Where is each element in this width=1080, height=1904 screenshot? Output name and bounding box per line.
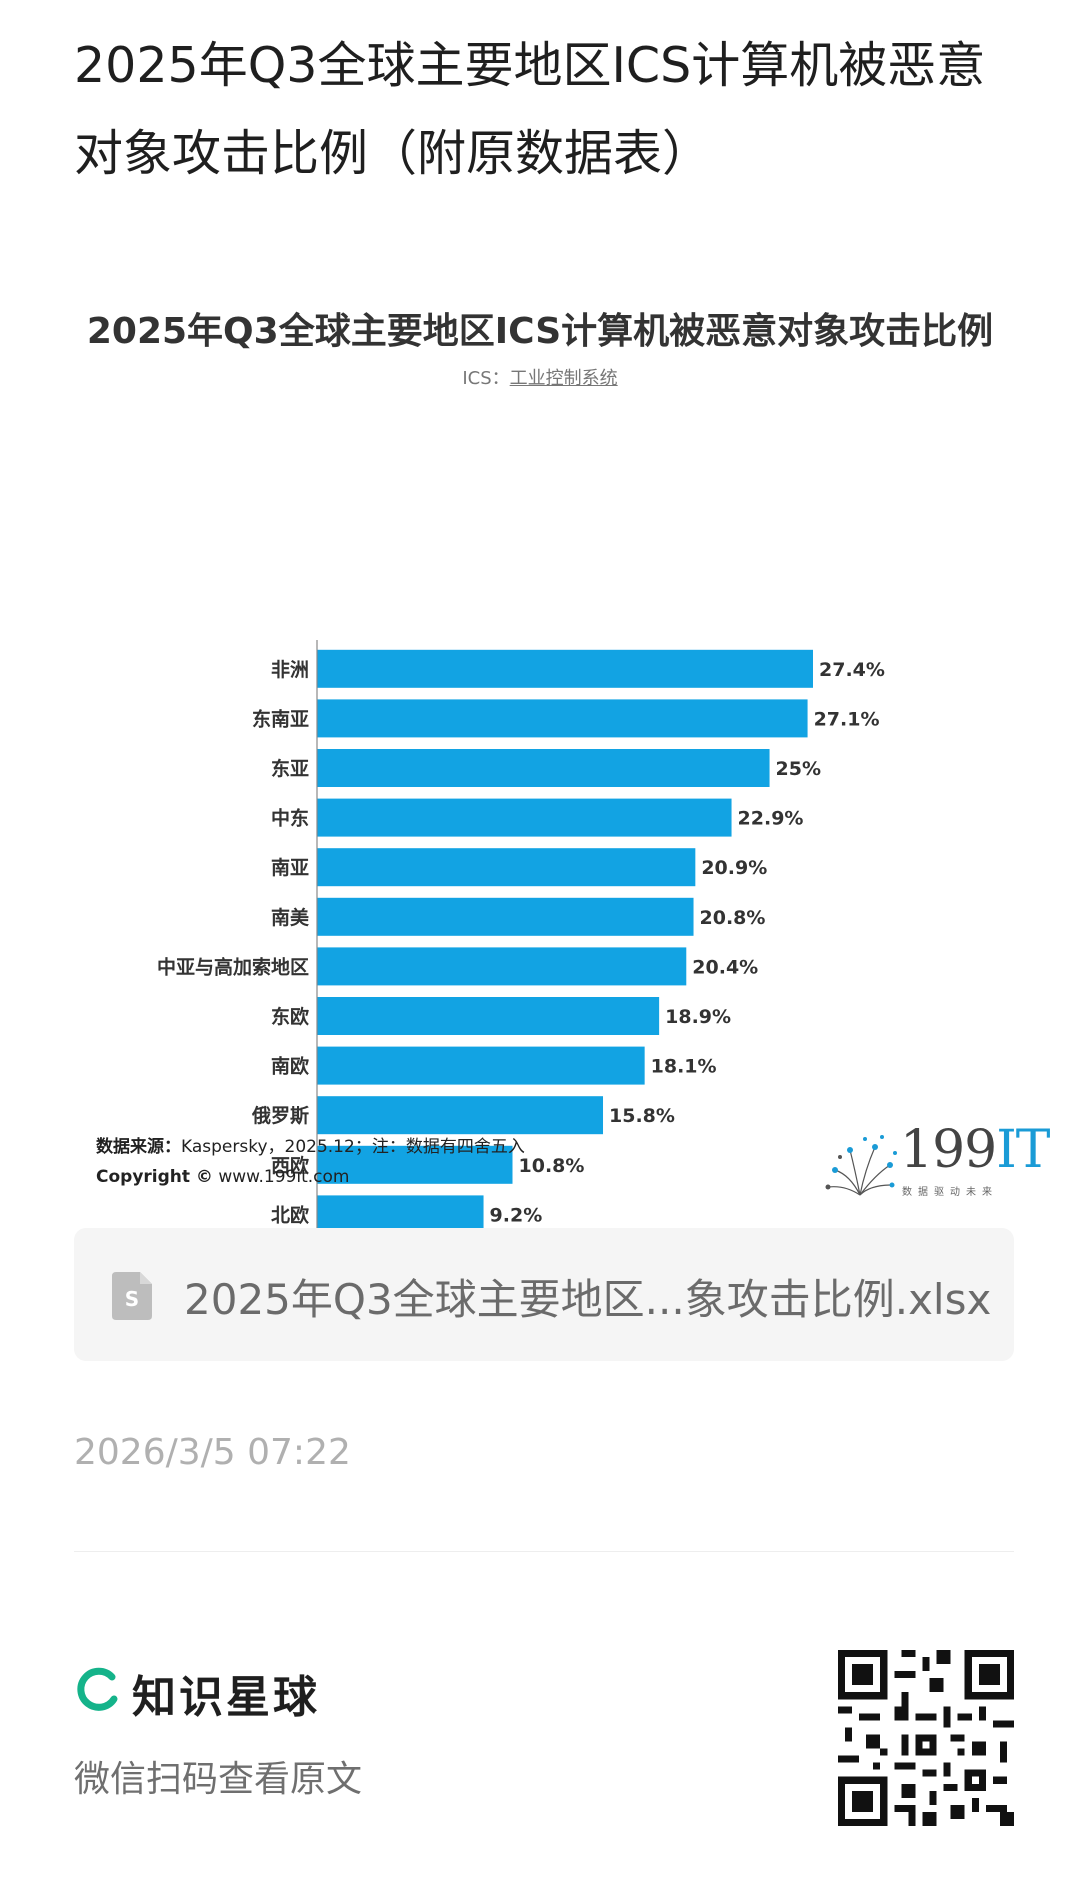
bar bbox=[317, 749, 770, 787]
category-label: 东欧 bbox=[271, 1005, 309, 1028]
subtitle-term: 工业控制系统 bbox=[509, 368, 618, 389]
divider bbox=[74, 1551, 1014, 1552]
category-label: 中东 bbox=[271, 807, 309, 830]
qr-code-icon[interactable] bbox=[838, 1650, 1014, 1826]
value-label: 27.4% bbox=[819, 659, 885, 681]
source-text: Kaspersky，2025.12；注：数据有四舍五入 bbox=[181, 1137, 525, 1157]
bar bbox=[317, 1195, 484, 1234]
value-label: 20.8% bbox=[700, 907, 766, 929]
value-label: 27.1% bbox=[814, 708, 880, 730]
subtitle-prefix: ICS： bbox=[462, 368, 510, 389]
logo-number: 199 bbox=[900, 1120, 997, 1180]
chart-subtitle: ICS：工业控制系统 bbox=[60, 364, 1020, 390]
value-label: 25% bbox=[776, 758, 821, 780]
value-label: 15.8% bbox=[609, 1105, 675, 1127]
category-label: 北欧 bbox=[271, 1203, 309, 1226]
category-label: 南亚 bbox=[271, 857, 309, 879]
copyright-url: www.199it.com bbox=[218, 1167, 350, 1187]
value-label: 9.2% bbox=[490, 1204, 543, 1226]
value-label: 22.9% bbox=[738, 808, 804, 830]
post-timestamp: 2026/3/5 07:22 bbox=[74, 1432, 351, 1473]
value-label: 18.1% bbox=[651, 1056, 717, 1078]
dandelion-logo-icon bbox=[825, 1135, 897, 1196]
category-label: 非洲 bbox=[271, 659, 309, 681]
source-label: 数据来源： bbox=[96, 1137, 181, 1157]
bar-chart: 非洲 27.4% 东南亚 27.1% 东亚 25% 中东 22.9% 南亚 20.9% 南美 20.8… bbox=[157, 640, 885, 1274]
category-label: 东南亚 bbox=[252, 707, 309, 730]
bar bbox=[317, 1096, 604, 1135]
logo-tagline: 数据驱动未来 bbox=[902, 1187, 998, 1198]
value-label: 20.9% bbox=[701, 857, 767, 879]
bar bbox=[317, 897, 694, 936]
bar bbox=[317, 1145, 513, 1184]
scan-instruction: 微信扫码查看原文 bbox=[74, 1759, 363, 1800]
attachment-file-name: 2025年Q3全球主要地区...象攻击比例.xlsx bbox=[184, 1275, 992, 1324]
svg-text:S: S bbox=[125, 1287, 139, 1311]
category-label: 南美 bbox=[271, 906, 310, 929]
copyright-label: Copyright © bbox=[96, 1167, 213, 1187]
bar bbox=[317, 699, 808, 738]
chart-title: 2025年Q3全球主要地区ICS计算机被恶意对象攻击比例 bbox=[86, 311, 994, 352]
bar bbox=[317, 848, 696, 887]
bar bbox=[317, 947, 687, 986]
value-label: 10.8% bbox=[519, 1155, 585, 1177]
bar bbox=[317, 1046, 645, 1085]
zsxq-logo-icon bbox=[77, 1667, 118, 1711]
page-title: 2025年Q3全球主要地区ICS计算机被恶意对象攻击比例（附原数据表） bbox=[74, 37, 986, 182]
logo-wordmark: 199IT bbox=[900, 1120, 1051, 1180]
value-label: 20.4% bbox=[692, 956, 758, 978]
bar bbox=[317, 997, 660, 1035]
category-label: 西欧 bbox=[271, 1154, 309, 1177]
category-label: 东亚 bbox=[271, 757, 309, 780]
source-note: 数据来源：Kaspersky，2025.12；注：数据有四舍五入 Copyrig… bbox=[96, 1132, 525, 1192]
category-label: 中亚与高加索地区 bbox=[157, 955, 309, 978]
category-label: 俄罗斯 bbox=[251, 1104, 309, 1127]
value-label: 18.9% bbox=[665, 1006, 731, 1028]
category-label: 南欧 bbox=[271, 1055, 309, 1078]
infographic-card: 2025年Q3全球主要地区ICS计算机被恶意对象攻击比例 ICS：工业控制系统 … bbox=[60, 280, 1051, 1274]
bar bbox=[317, 649, 813, 688]
attachment-file[interactable]: S 2025年Q3全球主要地区...象攻击比例.xlsx bbox=[74, 1228, 1014, 1361]
brand-name: 知识星球 bbox=[132, 1672, 320, 1723]
logo-it: IT bbox=[996, 1120, 1050, 1180]
spreadsheet-file-icon: S bbox=[112, 1272, 152, 1320]
bar bbox=[317, 798, 732, 837]
